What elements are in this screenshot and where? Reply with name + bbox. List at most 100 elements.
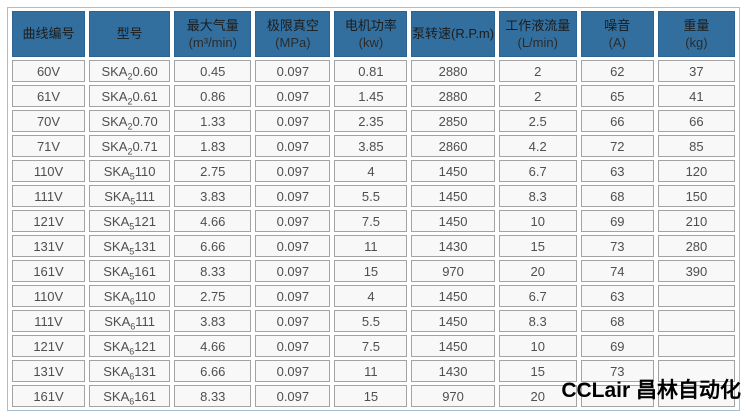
model-suffix: 131: [134, 238, 156, 254]
cell-ultimate-vacuum: 0.097: [255, 285, 331, 307]
cell-noise: 63: [580, 285, 654, 307]
cell-max-air-flow: 3.83: [174, 310, 252, 332]
table-row: 161V SKA6161 8.33 0.097 15 970 20: [12, 385, 735, 407]
cell-weight: [657, 360, 735, 382]
model-suffix: 131: [134, 363, 156, 379]
cell-model: SKA20.71: [89, 135, 171, 157]
table-body: 60V SKA20.60 0.45 0.097 0.81 2880 2 62 3…: [12, 60, 735, 407]
cell-pump-speed: 2850: [411, 110, 495, 132]
cell-model: SKA5111: [89, 185, 171, 207]
cell-working-liquid-flow: 2: [498, 60, 577, 82]
model-subscript: 6: [129, 296, 135, 307]
col-header-ultimate-vacuum: 极限真空 (MPa): [255, 11, 331, 57]
col-header-pump-speed: 泵转速(R.P.m): [411, 11, 495, 57]
model-suffix: 110: [134, 288, 156, 304]
header-label: 极限真空: [266, 17, 319, 33]
table-header: 曲线编号 型号 最大气量 (m³/min) 极限真空 (MPa) 电机功率 (kw) …: [12, 11, 735, 57]
cell-noise: 62: [580, 60, 654, 82]
pump-spec-table: 曲线编号 型号 最大气量 (m³/min) 极限真空 (MPa) 电机功率 (kw) …: [8, 8, 739, 410]
cell-pump-speed: 1430: [411, 360, 495, 382]
header-label: 噪音: [604, 17, 631, 33]
header-unit: (m³/min): [188, 34, 237, 50]
header-label: 泵转速(R.P.m): [412, 26, 495, 41]
model-suffix: 121: [134, 338, 156, 354]
model-prefix: SKA: [103, 238, 130, 254]
header-unit: (MPa): [275, 34, 311, 50]
cell-max-air-flow: 6.66: [174, 360, 252, 382]
header-label: 型号: [116, 26, 143, 41]
cell-max-air-flow: 2.75: [174, 160, 252, 182]
cell-max-air-flow: 3.83: [174, 185, 252, 207]
model-subscript: 5: [129, 171, 135, 182]
cell-ultimate-vacuum: 0.097: [255, 185, 331, 207]
cell-motor-power: 11: [334, 360, 408, 382]
cell-working-liquid-flow: 8.3: [498, 185, 577, 207]
cell-noise: 73: [580, 360, 654, 382]
cell-curve-number: 111V: [12, 310, 86, 332]
model-suffix: 0.60: [132, 63, 158, 79]
cell-curve-number: 121V: [12, 335, 86, 357]
model-subscript: 5: [129, 221, 135, 232]
cell-ultimate-vacuum: 0.097: [255, 85, 331, 107]
cell-ultimate-vacuum: 0.097: [255, 385, 331, 407]
cell-pump-speed: 970: [411, 385, 495, 407]
cell-model: SKA20.60: [89, 60, 171, 82]
cell-max-air-flow: 1.33: [174, 110, 252, 132]
table-row: 70V SKA20.70 1.33 0.097 2.35 2850 2.5 66…: [12, 110, 735, 132]
model-prefix: SKA: [103, 163, 130, 179]
model-subscript: 2: [127, 96, 133, 107]
cell-max-air-flow: 8.33: [174, 385, 252, 407]
cell-curve-number: 110V: [12, 285, 86, 307]
cell-ultimate-vacuum: 0.097: [255, 110, 331, 132]
cell-pump-speed: 970: [411, 260, 495, 282]
cell-motor-power: 5.5: [334, 185, 408, 207]
cell-weight: [657, 285, 735, 307]
model-subscript: 2: [127, 146, 133, 157]
model-prefix: SKA: [104, 313, 131, 329]
table-row: 121V SKA6121 4.66 0.097 7.5 1450 10 69: [12, 335, 735, 357]
cell-curve-number: 110V: [12, 160, 86, 182]
header-label: 电机功率: [344, 17, 397, 33]
header-unit: (kg): [685, 34, 708, 50]
spec-table-frame: 曲线编号 型号 最大气量 (m³/min) 极限真空 (MPa) 电机功率 (kw) …: [7, 7, 740, 411]
model-suffix: 161: [134, 263, 156, 279]
cell-model: SKA6111: [89, 310, 171, 332]
cell-pump-speed: 1430: [411, 235, 495, 257]
cell-pump-speed: 2860: [411, 135, 495, 157]
cell-ultimate-vacuum: 0.097: [255, 260, 331, 282]
model-prefix: SKA: [103, 388, 130, 404]
model-subscript: 5: [129, 246, 135, 257]
model-suffix: 110: [134, 163, 156, 179]
cell-model: SKA20.70: [89, 110, 171, 132]
cell-model: SKA6161: [89, 385, 171, 407]
model-suffix: 121: [134, 213, 156, 229]
cell-weight: 150: [657, 185, 735, 207]
cell-curve-number: 70V: [12, 110, 86, 132]
cell-model: SKA6110: [89, 285, 171, 307]
model-prefix: SKA: [101, 63, 128, 79]
header-row: 曲线编号 型号 最大气量 (m³/min) 极限真空 (MPa) 电机功率 (kw) …: [12, 11, 735, 57]
cell-weight: 280: [657, 235, 735, 257]
cell-curve-number: 61V: [12, 85, 86, 107]
header-label: 曲线编号: [22, 26, 75, 41]
cell-weight: 120: [657, 160, 735, 182]
cell-noise: [580, 385, 654, 407]
cell-ultimate-vacuum: 0.097: [255, 210, 331, 232]
model-suffix: 111: [135, 313, 156, 329]
col-header-model: 型号: [89, 11, 171, 57]
cell-curve-number: 71V: [12, 135, 86, 157]
cell-ultimate-vacuum: 0.097: [255, 310, 331, 332]
table-row: 111V SKA6111 3.83 0.097 5.5 1450 8.3 68: [12, 310, 735, 332]
cell-motor-power: 7.5: [334, 335, 408, 357]
table-row: 110V SKA5110 2.75 0.097 4 1450 6.7 63 12…: [12, 160, 735, 182]
model-subscript: 5: [130, 196, 136, 207]
cell-motor-power: 0.81: [334, 60, 408, 82]
cell-pump-speed: 1450: [411, 210, 495, 232]
model-subscript: 2: [127, 71, 133, 82]
model-subscript: 6: [129, 371, 135, 382]
cell-noise: 73: [580, 235, 654, 257]
model-subscript: 6: [129, 396, 135, 407]
model-prefix: SKA: [103, 338, 130, 354]
table-row: 121V SKA5121 4.66 0.097 7.5 1450 10 69 2…: [12, 210, 735, 232]
